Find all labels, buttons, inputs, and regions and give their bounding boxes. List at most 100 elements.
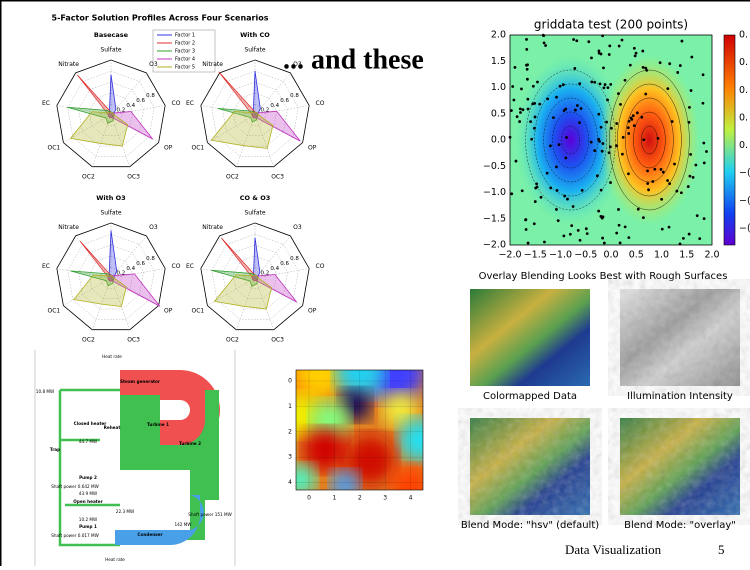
sample-point bbox=[602, 142, 605, 145]
radar-axis-label: OP bbox=[164, 308, 173, 315]
blend-caption: Blend Mode: "hsv" (default) bbox=[461, 520, 599, 531]
sample-point bbox=[604, 83, 607, 86]
sample-point bbox=[520, 88, 523, 91]
sample-point bbox=[546, 97, 549, 100]
sample-point bbox=[540, 196, 543, 199]
sample-point bbox=[526, 98, 529, 101]
heatmap-y-tick: 4 bbox=[288, 479, 292, 486]
colorbar-tick: −( bbox=[739, 168, 750, 179]
sample-point bbox=[569, 233, 572, 236]
sample-point bbox=[557, 219, 560, 222]
radar-axis-label: OC2 bbox=[82, 337, 95, 344]
heatmap-y-tick: 1 bbox=[288, 403, 292, 410]
sample-point bbox=[690, 56, 693, 59]
sample-point bbox=[601, 237, 604, 240]
sankey-label: Pump 1 bbox=[79, 524, 97, 529]
heatmap-x-tick: 4 bbox=[409, 495, 413, 502]
radar-axis-label: EC bbox=[186, 263, 194, 270]
sample-point bbox=[521, 189, 524, 192]
radar-axis-label: O3 bbox=[149, 224, 158, 231]
sample-point bbox=[621, 153, 624, 156]
sample-point bbox=[585, 227, 588, 230]
sample-point bbox=[576, 104, 579, 107]
sample-point bbox=[519, 107, 522, 110]
colorbar-tick: 0. bbox=[739, 140, 748, 151]
sample-point bbox=[555, 208, 558, 211]
sample-point bbox=[688, 121, 691, 124]
sample-point bbox=[646, 182, 649, 185]
radar-axis-label: Sulfate bbox=[100, 210, 121, 217]
sample-point bbox=[598, 52, 601, 55]
sample-point bbox=[618, 224, 621, 227]
sample-point bbox=[511, 85, 514, 88]
griddata-y-tick: 2.0 bbox=[491, 30, 506, 41]
sample-point bbox=[640, 116, 643, 119]
sample-point bbox=[570, 224, 573, 227]
sankey-label: Heat rate bbox=[102, 354, 122, 359]
radar-axis-label: OC1 bbox=[47, 145, 60, 152]
sample-point bbox=[525, 48, 528, 51]
sample-point bbox=[705, 150, 708, 153]
sample-point bbox=[606, 98, 609, 101]
sample-point bbox=[574, 109, 577, 112]
sample-point bbox=[661, 228, 664, 231]
sample-point bbox=[565, 136, 568, 139]
slide: { "slide": {"heading": "... and these", … bbox=[0, 0, 750, 566]
sample-point bbox=[624, 225, 627, 228]
radar-axis-label: OP bbox=[164, 145, 173, 152]
radar-ring-label: 0.6 bbox=[136, 98, 145, 104]
sample-point bbox=[657, 137, 660, 140]
griddata-x-tick: −0.5 bbox=[574, 250, 597, 261]
radar-ring-label: 0.6 bbox=[136, 261, 145, 267]
griddata-x-tick: −2.0 bbox=[498, 250, 521, 261]
colorbar bbox=[724, 35, 735, 245]
sample-point bbox=[634, 54, 637, 57]
sankey-label: Shaft power 0.017 MW bbox=[51, 533, 99, 538]
radar-ring-label: 0.4 bbox=[270, 103, 279, 109]
sample-point bbox=[587, 40, 590, 43]
blend-caption: Colormapped Data bbox=[483, 391, 577, 402]
colorbar-tick: 0. bbox=[739, 85, 748, 96]
sankey-label: 44.7 MW bbox=[79, 439, 97, 444]
slide-footer: Data Visualization bbox=[565, 542, 662, 557]
sample-point bbox=[524, 219, 527, 222]
sample-point bbox=[630, 117, 633, 120]
sample-point bbox=[590, 57, 593, 60]
sample-point bbox=[687, 185, 690, 188]
sankey-label: 22.3 MW bbox=[116, 509, 134, 514]
griddata-y-tick: −0.5 bbox=[483, 161, 506, 172]
sample-point bbox=[597, 113, 600, 116]
radar-axis-label: OC1 bbox=[191, 308, 204, 315]
sample-point bbox=[518, 120, 521, 123]
sample-point bbox=[577, 229, 580, 232]
radar-axis-label: OC3 bbox=[127, 174, 140, 181]
sample-point bbox=[607, 86, 610, 89]
griddata-x-tick: −1.5 bbox=[524, 250, 547, 261]
sample-point bbox=[660, 198, 663, 201]
sankey-label: Heat rate bbox=[105, 557, 125, 562]
sankey-label: Shaft power 151 MW bbox=[188, 512, 232, 517]
page-number: 5 bbox=[718, 542, 725, 557]
legend-label: Factor 5 bbox=[175, 65, 195, 71]
slide-heading: ... and these bbox=[283, 44, 424, 75]
sample-point bbox=[633, 47, 636, 50]
sankey-label: 10.2 MW bbox=[79, 517, 97, 522]
sample-point bbox=[617, 92, 620, 95]
sample-point bbox=[563, 195, 566, 198]
griddata-y-tick: −1.0 bbox=[483, 187, 506, 198]
sample-point bbox=[526, 78, 529, 81]
sankey-label: Condenser bbox=[137, 532, 163, 537]
sample-point bbox=[575, 39, 578, 42]
radar-axis-label: EC bbox=[42, 100, 50, 107]
sample-point bbox=[532, 85, 535, 88]
sample-point bbox=[525, 38, 528, 41]
heatmap-blob bbox=[398, 418, 442, 462]
sankey-label: Open heater bbox=[73, 499, 103, 504]
radar-axis-label: OC2 bbox=[82, 174, 95, 181]
sankey-label: Steam generator bbox=[120, 379, 161, 384]
heatmap-x-tick: 1 bbox=[332, 495, 336, 502]
radar-axis-label: OP bbox=[308, 308, 317, 315]
radar-ring-label: 0.8 bbox=[290, 93, 299, 99]
griddata-x-tick: 2.0 bbox=[704, 250, 719, 261]
radar-axis-label: OP bbox=[308, 145, 317, 152]
